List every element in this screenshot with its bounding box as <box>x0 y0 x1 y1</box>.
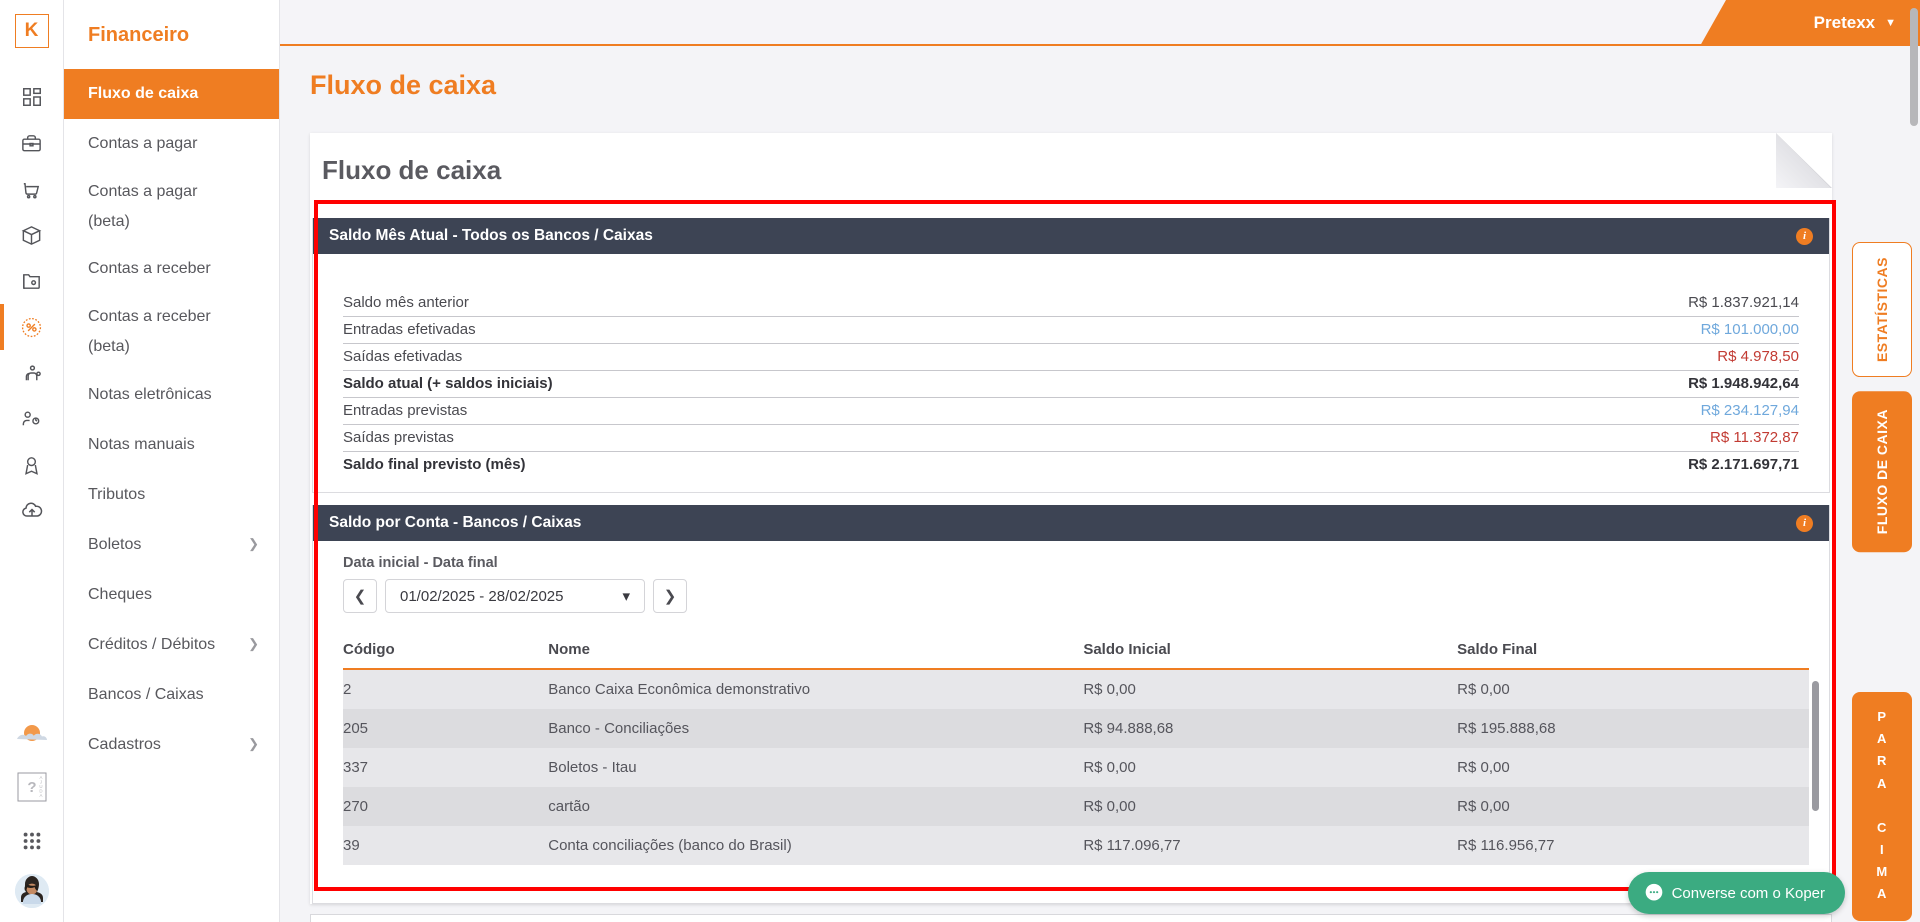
svg-text:?: ? <box>27 779 36 796</box>
svg-text:A: A <box>39 793 42 798</box>
